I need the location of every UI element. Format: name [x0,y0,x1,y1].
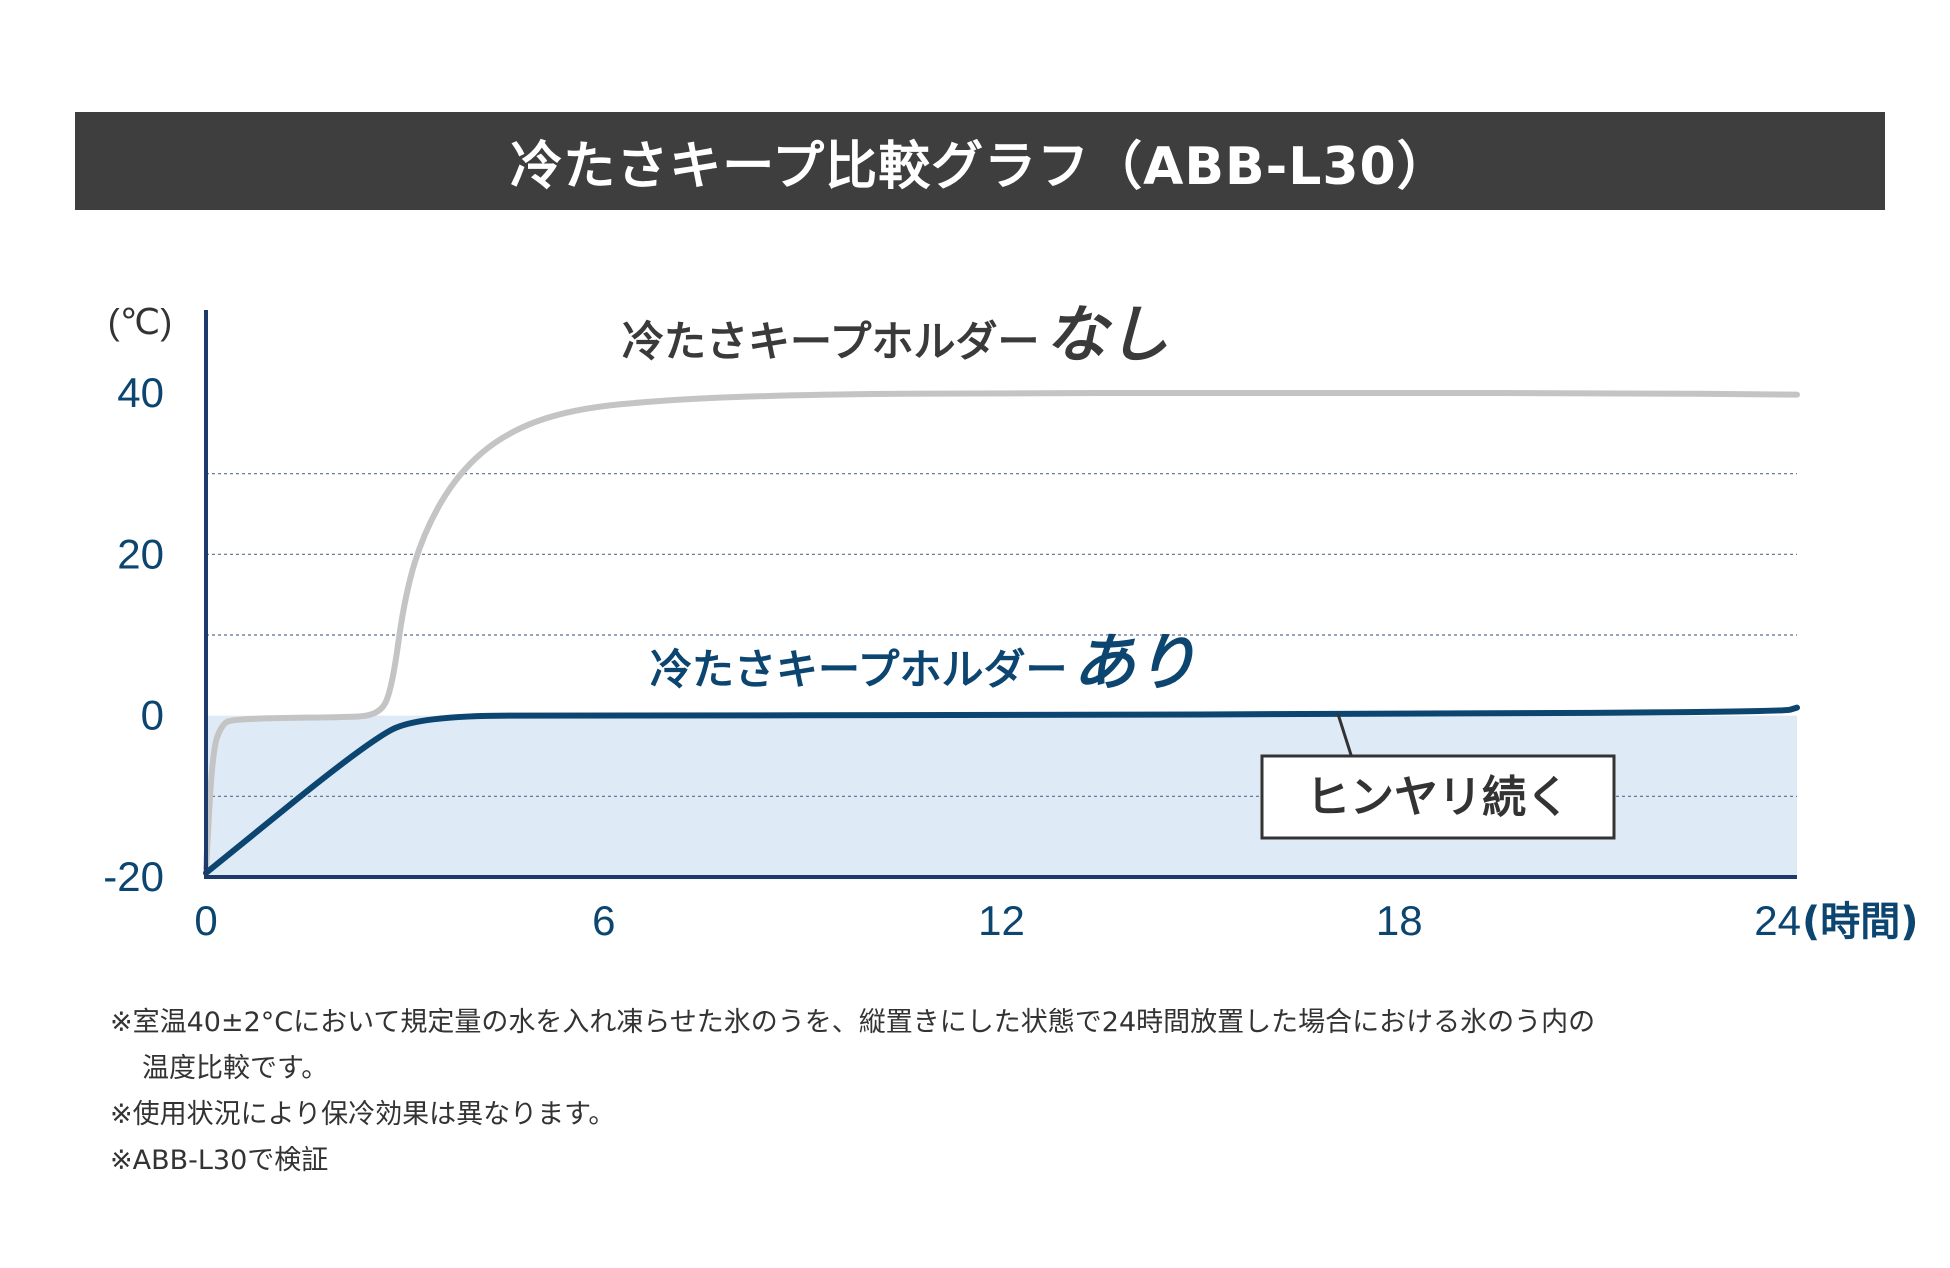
x-tick-label: 6 [592,897,615,944]
series-label-without-emph: なし [1045,298,1169,371]
footnote-3: ※ABB-L30で検証 [110,1145,329,1176]
y-axis-unit: (℃) [108,301,172,342]
annotation-text: ヒンヤリ続く [1306,772,1570,823]
annotation-box [1260,754,1616,840]
x-tick-label: 0 [194,897,217,944]
footnote-1: ※室温40±2°Cにおいて規定量の水を入れ凍らせた氷のうを、縦置きにした状態で2… [110,1007,1596,1038]
y-tick-label: 20 [117,530,164,577]
y-tick-label: -20 [103,853,164,900]
series-label-with: 冷たさキープホルダー あり [650,626,1197,699]
x-tick-label: 18 [1376,897,1423,944]
series-label-without-main: 冷たさキープホルダー [622,317,1039,366]
series-line-with [203,704,1800,876]
x-tick-label: 24 [1754,897,1801,944]
y-tick-label: 0 [141,692,164,739]
x-axis-unit: (時間) [1802,899,1919,945]
annotation-leader [1336,713,1354,759]
y-tick-label: 40 [117,369,164,416]
series-line-without [203,389,1800,872]
series-label-without: 冷たさキープホルダー なし [622,298,1169,371]
footnote-2: ※使用状況により保冷効果は異なります。 [110,1099,616,1130]
series-label-with-emph: あり [1073,626,1197,699]
footnotes: ※室温40±2°Cにおいて規定量の水を入れ凍らせた氷のうを、縦置きにした状態で2… [110,1000,1890,1184]
chart-title: 冷たさキープ比較グラフ（ABB-L30） [75,112,1885,210]
series-label-with-main: 冷たさキープホルダー [650,645,1067,694]
x-tick-label: 12 [978,897,1025,944]
footnote-1-cont: 温度比較です。 [142,1053,329,1084]
